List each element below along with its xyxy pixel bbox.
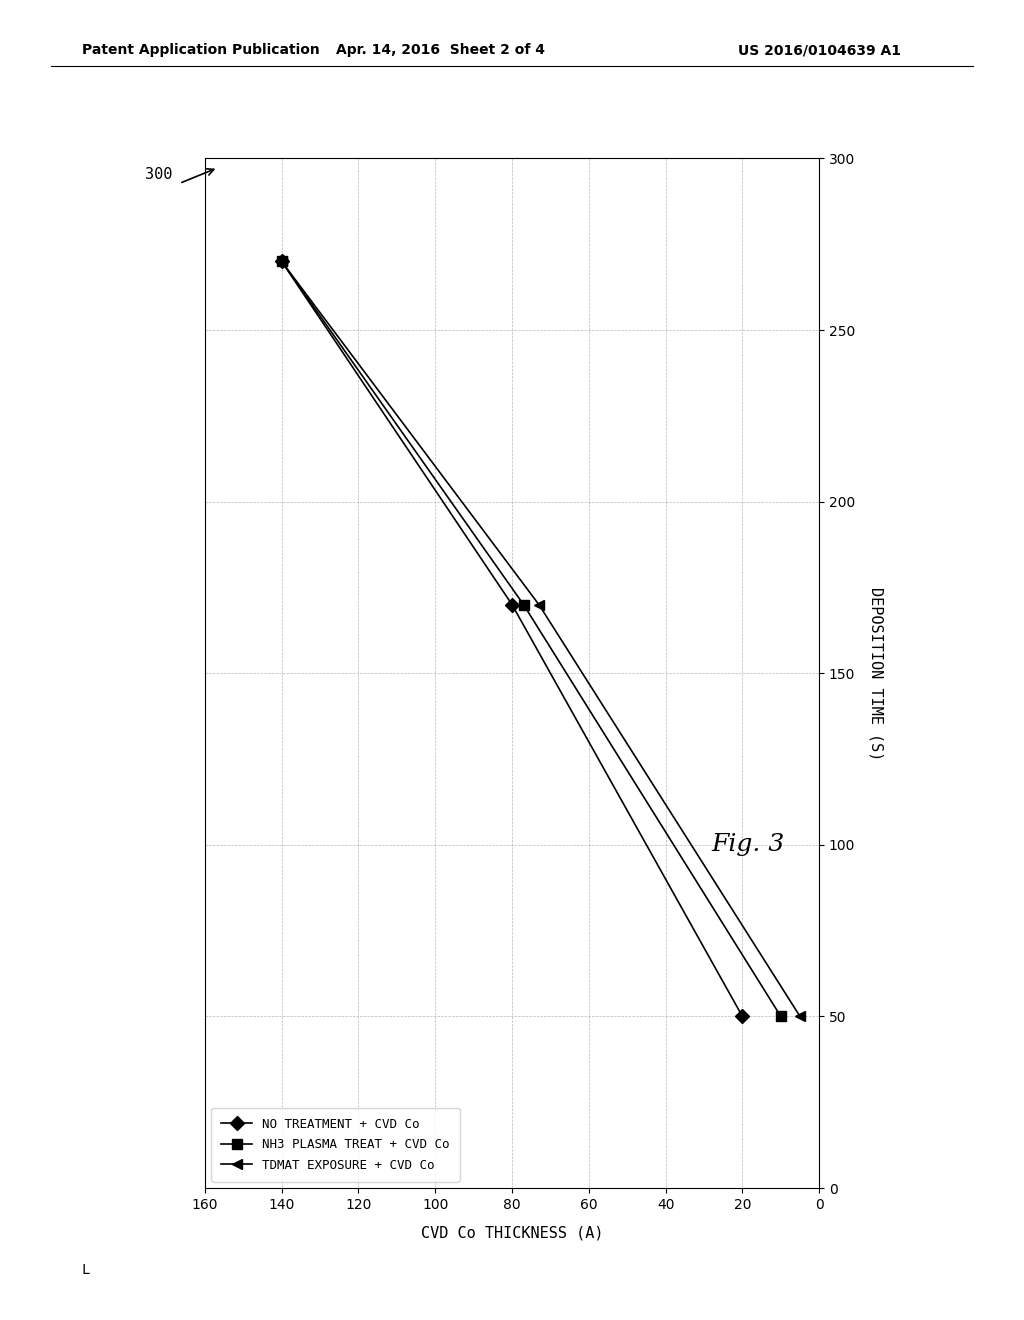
Text: Patent Application Publication: Patent Application Publication — [82, 44, 319, 57]
X-axis label: CVD Co THICKNESS (A): CVD Co THICKNESS (A) — [421, 1225, 603, 1241]
TDMAT EXPOSURE + CVD Co — [275, 253, 288, 269]
Y-axis label: DEPOSITION TIME (S): DEPOSITION TIME (S) — [868, 586, 883, 760]
Line: NO TREATMENT + CVD Co: NO TREATMENT + CVD Co — [276, 256, 748, 1022]
NO TREATMENT + CVD Co — [275, 253, 288, 269]
NH3 PLASMA TREAT + CVD Co — [775, 1008, 787, 1024]
TDMAT EXPOSURE + CVD Co — [532, 597, 545, 612]
Legend: NO TREATMENT + CVD Co, NH3 PLASMA TREAT + CVD Co, TDMAT EXPOSURE + CVD Co: NO TREATMENT + CVD Co, NH3 PLASMA TREAT … — [211, 1107, 460, 1181]
Text: US 2016/0104639 A1: US 2016/0104639 A1 — [737, 44, 901, 57]
NO TREATMENT + CVD Co — [736, 1008, 749, 1024]
NH3 PLASMA TREAT + CVD Co — [275, 253, 288, 269]
Text: Fig. 3: Fig. 3 — [711, 833, 784, 857]
TDMAT EXPOSURE + CVD Co — [794, 1008, 806, 1024]
NO TREATMENT + CVD Co — [506, 597, 518, 612]
Text: Apr. 14, 2016  Sheet 2 of 4: Apr. 14, 2016 Sheet 2 of 4 — [336, 44, 545, 57]
Line: NH3 PLASMA TREAT + CVD Co: NH3 PLASMA TREAT + CVD Co — [276, 256, 785, 1022]
Text: 300: 300 — [145, 166, 172, 182]
Line: TDMAT EXPOSURE + CVD Co: TDMAT EXPOSURE + CVD Co — [276, 256, 805, 1022]
NH3 PLASMA TREAT + CVD Co — [517, 597, 529, 612]
Text: L: L — [82, 1263, 90, 1276]
